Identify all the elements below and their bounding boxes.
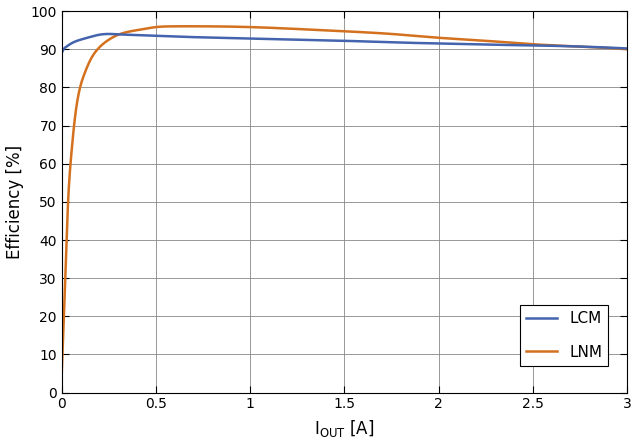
LNM xyxy=(333,28,341,33)
LNM xyxy=(318,28,326,33)
LCM xyxy=(105,31,113,36)
LNM xyxy=(185,24,192,29)
LCM xyxy=(88,34,96,39)
X-axis label: $\mathrm{I_{OUT}}$ [A]: $\mathrm{I_{OUT}}$ [A] xyxy=(314,418,375,440)
LNM xyxy=(87,57,94,62)
LCM xyxy=(607,45,615,50)
Line: LNM: LNM xyxy=(62,26,627,373)
Legend: LCM, LNM: LCM, LNM xyxy=(520,305,608,366)
LCM xyxy=(503,42,511,48)
LNM xyxy=(607,45,615,51)
LNM xyxy=(623,47,631,52)
Y-axis label: Efficiency [%]: Efficiency [%] xyxy=(6,145,24,259)
Line: LCM: LCM xyxy=(62,34,627,51)
LCM xyxy=(623,46,631,51)
LNM xyxy=(503,40,511,45)
LCM xyxy=(318,37,326,43)
LCM xyxy=(334,38,341,43)
LCM xyxy=(607,45,615,50)
LNM xyxy=(58,371,66,376)
LCM xyxy=(59,49,66,54)
LNM xyxy=(607,45,615,51)
